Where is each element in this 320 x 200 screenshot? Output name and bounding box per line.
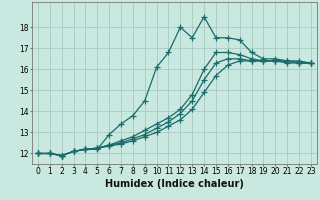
X-axis label: Humidex (Indice chaleur): Humidex (Indice chaleur) (105, 179, 244, 189)
